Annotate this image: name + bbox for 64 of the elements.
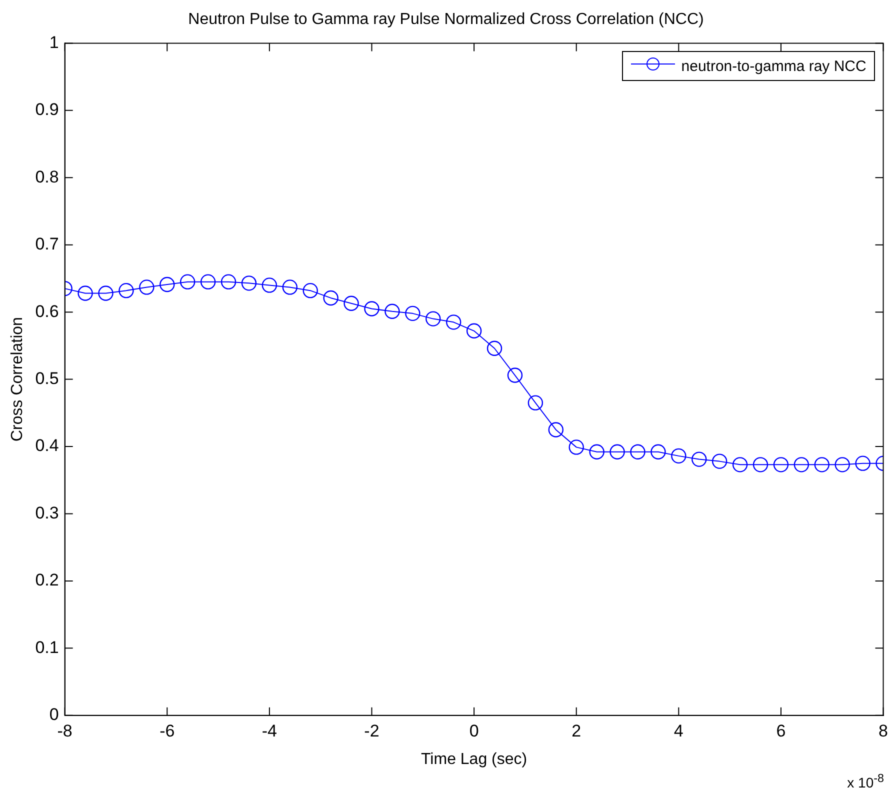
y-tick-label: 0.3 [35,503,59,522]
point [180,274,196,290]
point [630,444,646,460]
x-tick-label: -2 [364,721,380,740]
point [446,314,462,330]
point [650,444,666,460]
y-tick-label: 0.5 [35,368,59,388]
text: x 10$^{-8}$ [847,772,884,791]
y-tick-label: 0.2 [35,570,59,590]
y-tick-label: 0.8 [35,167,59,186]
point [200,274,216,290]
point [692,452,707,467]
x-tick-label: 6 [776,721,786,740]
point [712,454,728,469]
x-tick-label: -4 [262,721,278,740]
point [364,301,380,316]
point [814,457,830,472]
point [610,444,625,460]
point [282,280,298,295]
point [241,276,257,291]
point [344,296,359,311]
point [466,323,482,338]
point [589,444,604,460]
point [78,286,93,301]
point [773,457,789,472]
x-tick-label: 4 [674,721,684,740]
point [752,457,768,472]
point [405,306,420,322]
point [548,422,564,438]
y-tick-label: 0.6 [35,302,59,321]
point [486,340,502,356]
point [220,274,236,290]
point [118,282,134,298]
point [426,311,441,326]
point [528,395,544,410]
y-tick-label: 0.7 [35,234,59,254]
x-tick-label: -8 [57,721,72,740]
point [855,456,870,471]
x-tick-label: 0 [469,721,479,740]
y-tick-label: 0 [49,705,59,724]
point [732,457,748,472]
point [671,448,686,464]
point [98,286,114,301]
point [262,278,278,293]
y-tick-label: 0.4 [35,436,59,456]
point [139,280,154,295]
point [507,368,523,383]
x-tick-label: -6 [160,721,175,740]
legend-label: neutron-to-gamma ray NCC [681,58,866,75]
x-tick-label: 8 [878,721,888,740]
y-axis-title: Cross Correlation [9,317,26,442]
point [794,457,810,472]
chart-title: Neutron Pulse to Gamma ray Pulse Normalized Cross Correlation (NCC) [188,11,704,28]
point [302,282,318,298]
point [384,304,400,320]
point [160,276,175,292]
y-tick-label: 0.1 [35,638,59,657]
x-tick-label: 2 [572,721,582,740]
y-tick-label: 0.9 [35,100,59,120]
point [568,440,584,455]
x-axis-title: Time Lag (sec) [421,750,528,768]
y-tick-label: 1 [49,32,59,52]
point [323,290,338,306]
point [834,457,850,472]
